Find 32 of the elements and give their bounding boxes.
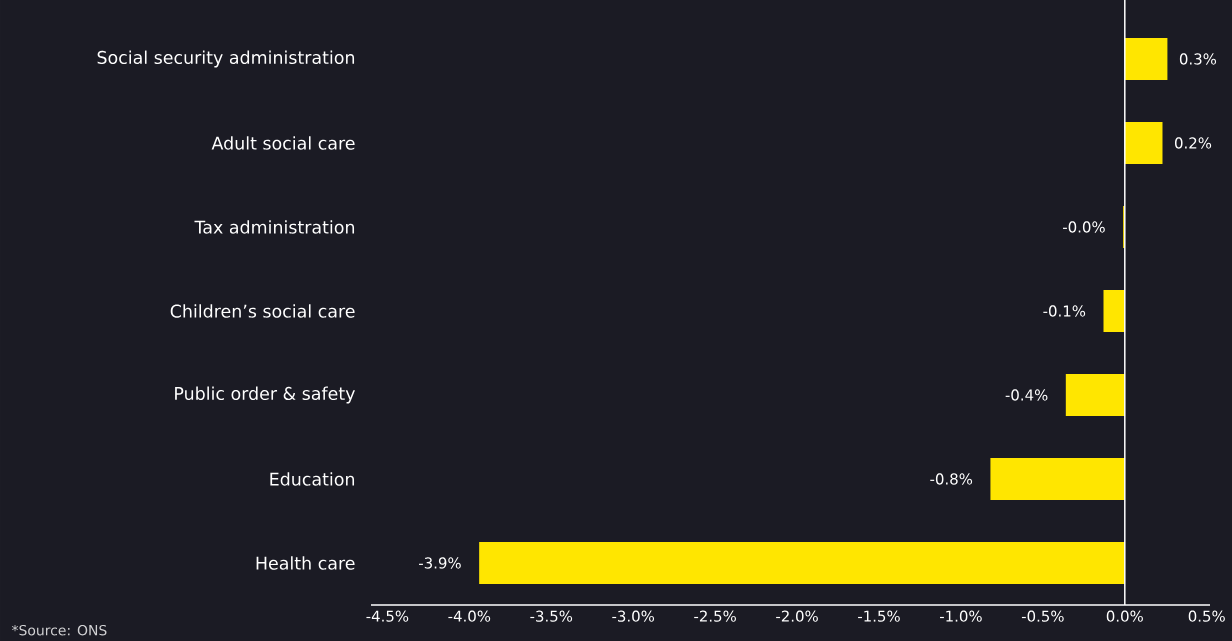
bar <box>1124 122 1163 164</box>
y-tick-label: Adult social care <box>211 136 355 150</box>
data-label: 0.3% <box>1179 53 1217 65</box>
y-tick-label: Tax administration <box>194 220 355 234</box>
y-tick-label: Education <box>270 472 355 486</box>
bar <box>990 457 1125 500</box>
x-tick-label: 0.0% <box>1106 610 1143 622</box>
x-tick-label: -4.5% <box>366 610 409 622</box>
y-tick-label: Children’s social care <box>170 304 355 318</box>
bar <box>1065 373 1125 416</box>
x-tick-label: -2.5% <box>694 610 736 622</box>
x-tick-label: -3.5% <box>530 610 573 622</box>
bar <box>1124 38 1168 80</box>
y-tick-label: Social security administration <box>97 50 355 68</box>
data-label: -0.1% <box>1043 305 1086 317</box>
y-tick-label: Health care <box>256 556 355 570</box>
x-tick-label: -3.0% <box>612 610 655 622</box>
x-tick-label: -1.0% <box>939 610 982 622</box>
text: *Source: ONS <box>11 624 107 636</box>
data-label: -0.4% <box>1005 389 1048 401</box>
data-label: -3.9% <box>419 557 461 569</box>
x-tick-label: -2.0% <box>776 610 818 622</box>
data-label: -0.8% <box>930 473 973 485</box>
x-tick-label: -1.5% <box>858 610 900 622</box>
bar <box>479 541 1125 584</box>
x-tick-label: -0.5% <box>1021 610 1064 622</box>
y-tick-label: Public order & safety <box>175 386 355 404</box>
data-label: -0.0% <box>1063 221 1105 233</box>
data-label: 0.2% <box>1175 137 1212 149</box>
x-tick-label: -4.0% <box>448 610 491 622</box>
x-tick-label: 0.5% <box>1188 610 1225 622</box>
bar <box>1103 289 1125 332</box>
